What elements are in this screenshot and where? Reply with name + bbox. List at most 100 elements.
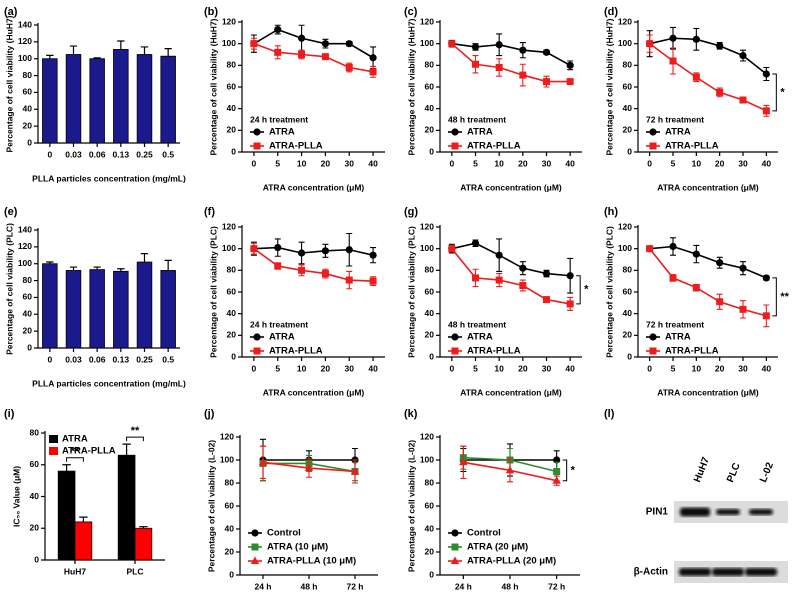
y-tick-label: 120 — [420, 221, 434, 231]
y-tick-label: 40 — [425, 523, 435, 533]
bar — [136, 261, 153, 349]
y-axis-label: Percentage of cell viability (PLC) — [604, 226, 614, 358]
bar — [42, 58, 58, 144]
point — [519, 282, 527, 289]
legend-label: ATRA-PLLA — [269, 346, 323, 357]
point — [459, 457, 468, 466]
line — [451, 242, 571, 277]
line — [451, 248, 571, 305]
y-axis-label: Percentage of cell viability (L-02) — [406, 440, 416, 572]
x-tick-label: 0 — [647, 158, 652, 168]
point — [369, 277, 377, 285]
y-tick-label: 40 — [425, 103, 435, 113]
legend-marker — [253, 142, 261, 150]
point — [762, 274, 770, 282]
point — [471, 43, 480, 51]
y-tick-label: 60 — [623, 81, 633, 91]
line — [451, 42, 571, 67]
x-tick-label: 30 — [542, 158, 552, 168]
x-axis-label: ATRA concentration (μM) — [657, 387, 759, 397]
panel-label: (f) — [204, 206, 215, 218]
y-axis-label: IC₅₀ Value (μM) — [11, 466, 21, 527]
x-tick-label: 20 — [321, 158, 331, 168]
error-bar — [69, 45, 78, 55]
y-tick-label: 20 — [23, 120, 33, 130]
y-tick-label: 20 — [30, 523, 40, 533]
x-tick-label: 5 — [671, 158, 676, 168]
panel-label: (e) — [4, 206, 18, 218]
y-tick-label: 80 — [225, 477, 235, 487]
y-tick-label: 20 — [623, 330, 633, 340]
point — [321, 247, 330, 255]
x-tick-label: 48 h — [501, 581, 518, 591]
point — [250, 245, 258, 253]
x-tick-label: 24 h — [455, 581, 472, 591]
y-tick-label: 100 — [18, 258, 32, 268]
y-tick-label: 0 — [627, 351, 632, 361]
x-axis-label: ATRA concentration (μM) — [263, 387, 365, 397]
point — [369, 251, 377, 259]
legend-marker — [253, 333, 261, 341]
y-tick-label: 80 — [425, 60, 435, 70]
blot-band — [680, 507, 710, 517]
error-bar — [46, 54, 54, 59]
x-tick-label: 5 — [671, 363, 676, 373]
x-tick-label: 40 — [762, 363, 772, 373]
point — [543, 296, 550, 304]
legend-marker — [649, 333, 657, 341]
y-tick-label: 120 — [220, 431, 234, 441]
legend-label: ATRA — [269, 127, 295, 138]
line — [649, 248, 767, 317]
panel-label: (l) — [604, 408, 615, 420]
y-tick-label: 100 — [420, 454, 434, 464]
legend-marker — [451, 128, 459, 136]
point — [250, 40, 258, 48]
point — [692, 73, 700, 81]
x-tick-label: 0 — [449, 363, 454, 373]
y-tick-label: 80 — [30, 427, 40, 437]
line — [649, 245, 767, 279]
error-bar — [117, 268, 125, 272]
bar — [65, 270, 82, 349]
y-tick-label: 60 — [425, 286, 435, 296]
point — [274, 48, 282, 56]
point — [739, 96, 747, 104]
protein-label: PIN1 — [646, 507, 669, 518]
axes — [37, 23, 180, 144]
legend-label: ATRA-PLLA — [467, 141, 521, 152]
blot-band — [712, 568, 744, 576]
bar — [57, 470, 76, 561]
y-tick-label: 60 — [225, 500, 235, 510]
bar — [113, 270, 129, 349]
y-tick-label: 40 — [23, 309, 33, 319]
panel-label: (h) — [604, 206, 618, 218]
legend-swatch — [49, 435, 58, 443]
y-tick-label: 0 — [231, 146, 236, 156]
x-tick-label: 0.13 — [113, 354, 130, 364]
bar — [136, 54, 153, 144]
x-tick-label: 72 h — [346, 581, 363, 591]
legend-label: ATRA-PLLA — [665, 141, 719, 152]
point — [553, 468, 561, 475]
point — [274, 262, 282, 270]
point — [298, 51, 306, 58]
legend-marker — [253, 128, 261, 136]
y-tick-label: 140 — [18, 224, 32, 234]
point — [298, 266, 306, 274]
x-axis-label: ATRA concentration (μM) — [460, 387, 562, 397]
legend-marker — [451, 529, 459, 537]
line — [649, 43, 767, 112]
x-tick-label: 0 — [252, 363, 257, 373]
legend-marker — [649, 347, 657, 355]
y-tick-label: 100 — [18, 53, 32, 63]
point — [321, 40, 330, 48]
y-tick-label: 0 — [231, 351, 236, 361]
point — [692, 35, 700, 43]
lane-label: PLC — [725, 461, 743, 484]
lane-label: HuH7 — [692, 455, 712, 484]
bar — [160, 55, 176, 144]
y-tick-label: 60 — [227, 81, 237, 91]
point — [448, 245, 456, 253]
